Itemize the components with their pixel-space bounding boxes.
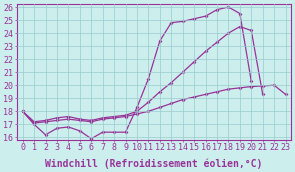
X-axis label: Windchill (Refroidissement éolien,°C): Windchill (Refroidissement éolien,°C)	[45, 158, 263, 169]
